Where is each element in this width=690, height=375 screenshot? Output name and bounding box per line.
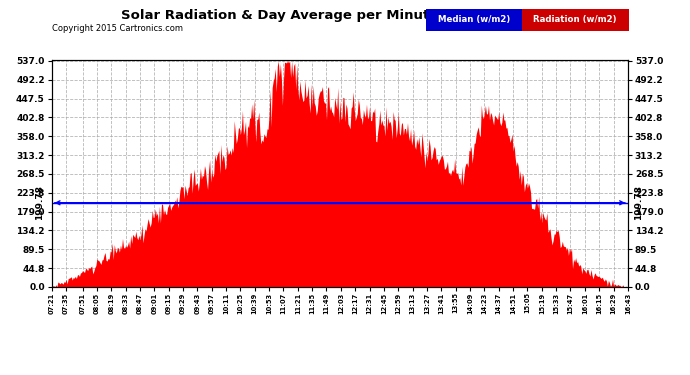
Text: Copyright 2015 Cartronics.com: Copyright 2015 Cartronics.com bbox=[52, 24, 183, 33]
Text: 199.78: 199.78 bbox=[633, 185, 643, 220]
Text: Median (w/m2): Median (w/m2) bbox=[438, 15, 510, 24]
Text: Radiation (w/m2): Radiation (w/m2) bbox=[533, 15, 617, 24]
Text: 199.78: 199.78 bbox=[35, 185, 45, 220]
Text: Solar Radiation & Day Average per Minute  Fri Jan 23  16:52: Solar Radiation & Day Average per Minute… bbox=[121, 9, 569, 22]
